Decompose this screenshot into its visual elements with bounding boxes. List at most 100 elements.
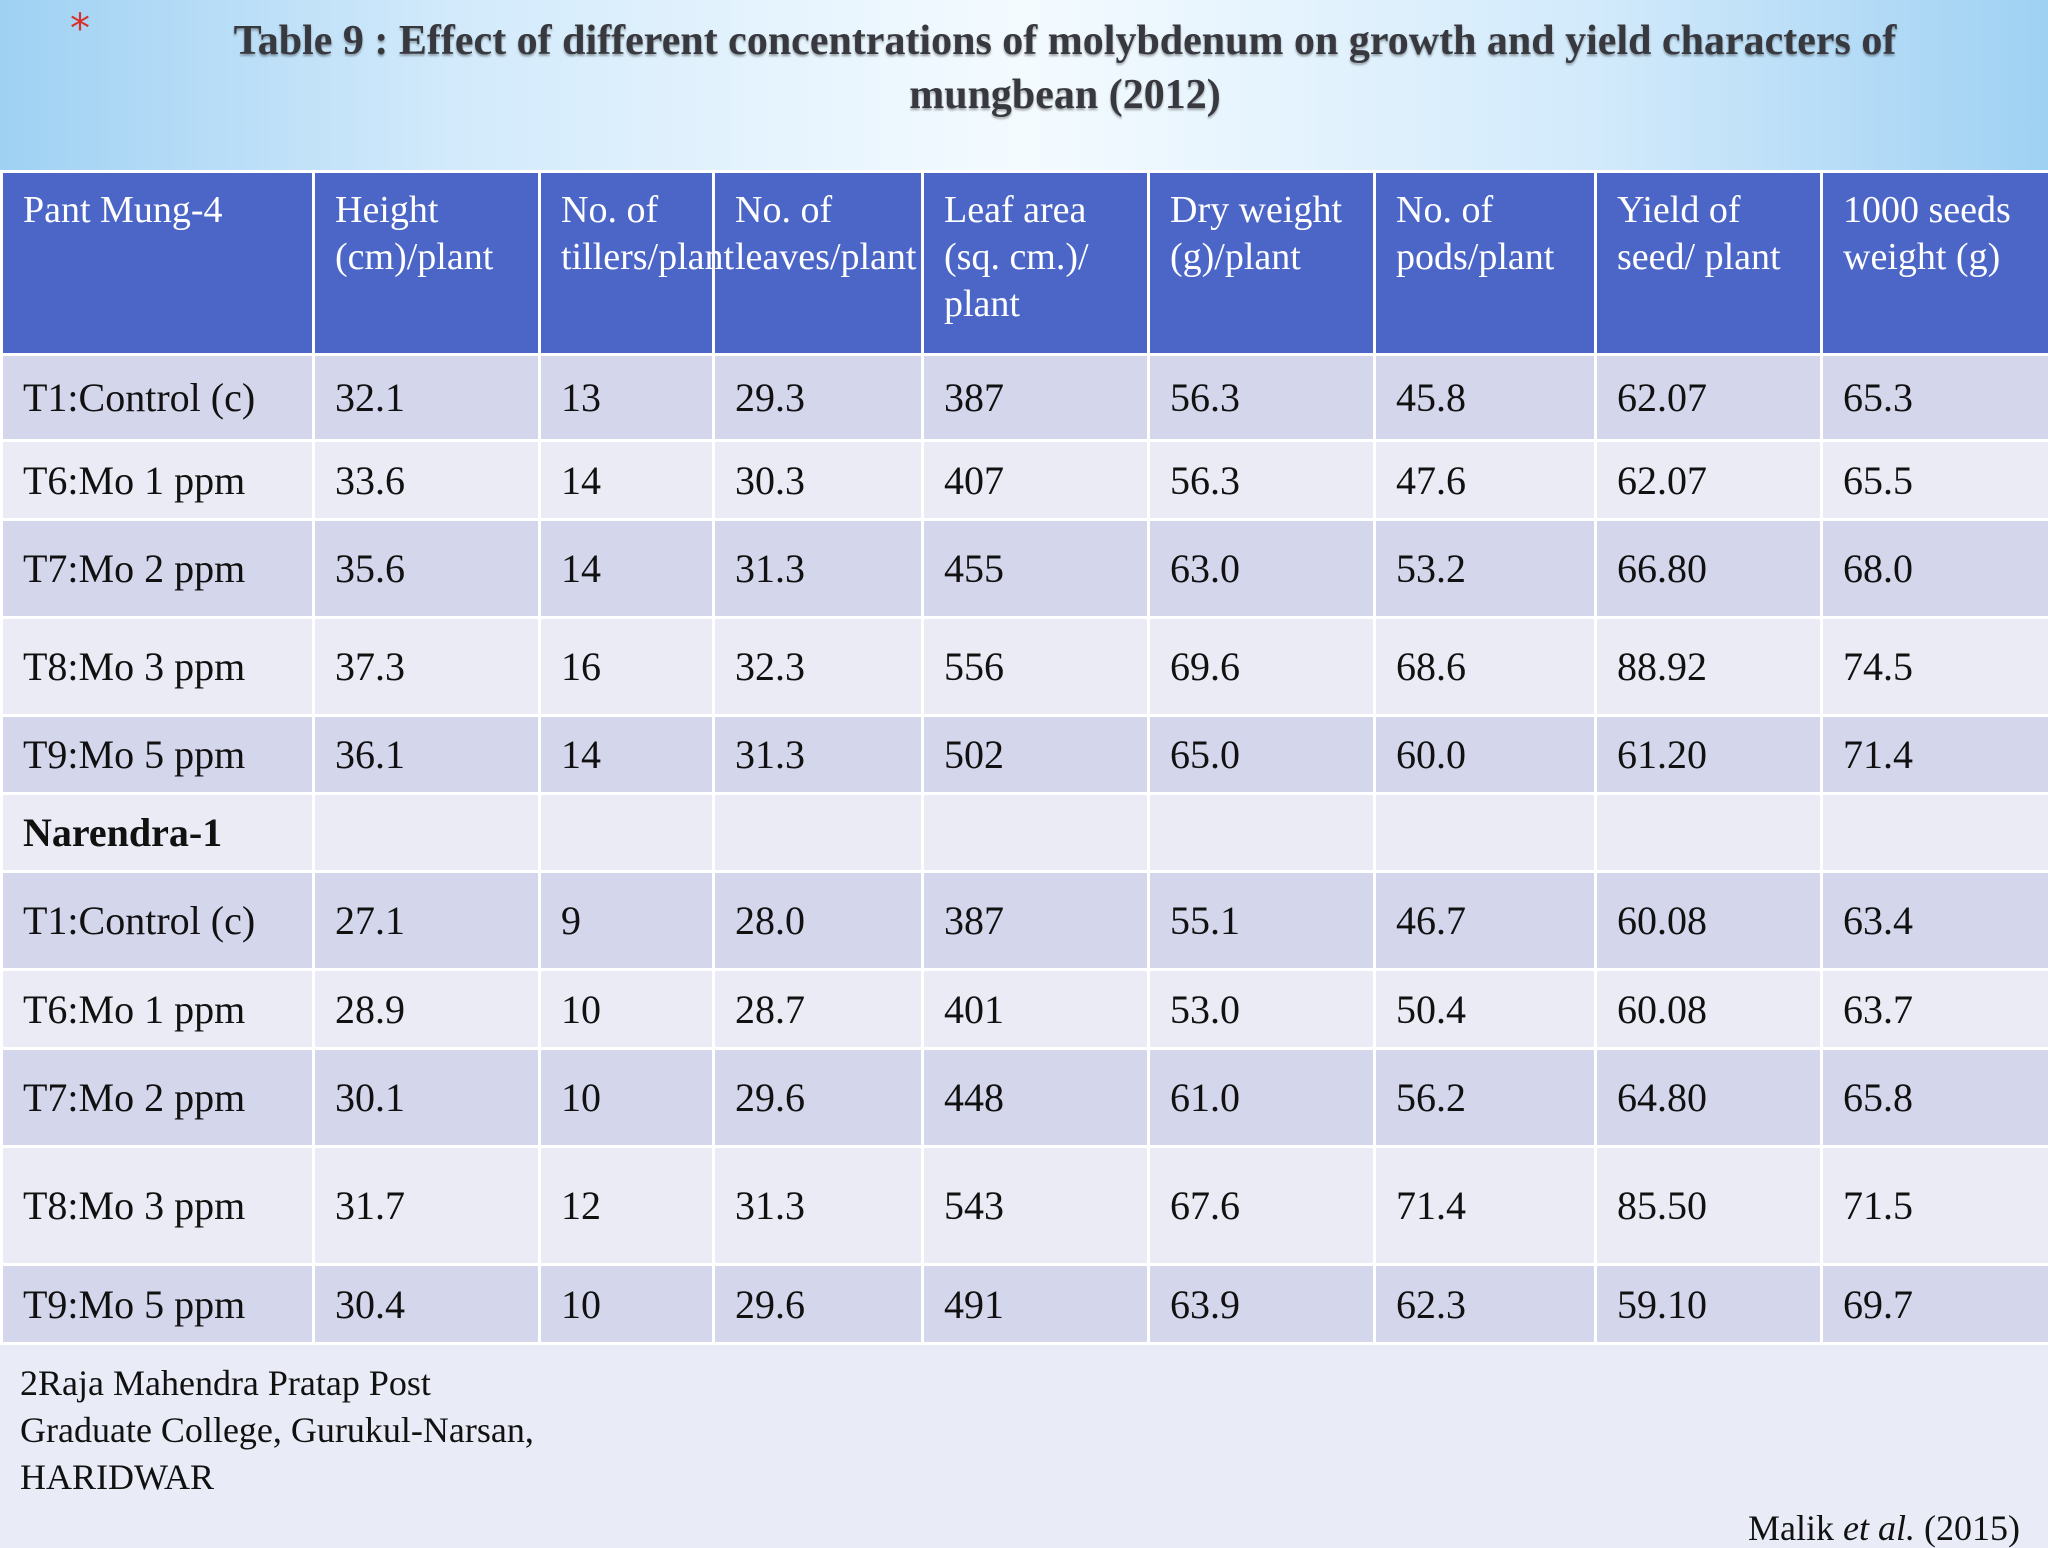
value-cell: 62.07 bbox=[1596, 355, 1822, 441]
treatment-cell: T8:Mo 3 ppm bbox=[2, 618, 314, 716]
citation-author: Malik bbox=[1748, 1508, 1843, 1548]
value-cell: 60.08 bbox=[1596, 970, 1822, 1049]
value-cell: 30.3 bbox=[714, 441, 923, 520]
value-cell bbox=[314, 794, 540, 872]
value-cell: 12 bbox=[540, 1147, 714, 1265]
value-cell: 10 bbox=[540, 1265, 714, 1344]
value-cell: 407 bbox=[923, 441, 1149, 520]
value-cell: 71.5 bbox=[1822, 1147, 2048, 1265]
header-pods: No. of pods/plant bbox=[1375, 172, 1596, 355]
title-line-2: mungbean (2012) bbox=[100, 68, 2030, 122]
citation-etal: et al. bbox=[1843, 1508, 1915, 1548]
footer-line-2: Graduate College, Gurukul-Narsan, bbox=[20, 1407, 534, 1454]
title-bullet: * bbox=[70, 6, 90, 52]
value-cell: 88.92 bbox=[1596, 618, 1822, 716]
value-cell: 71.4 bbox=[1375, 1147, 1596, 1265]
table-row: T7:Mo 2 ppm 30.1 10 29.6 448 61.0 56.2 6… bbox=[2, 1049, 2048, 1147]
value-cell: 29.6 bbox=[714, 1265, 923, 1344]
variety-label: Narendra-1 bbox=[2, 794, 314, 872]
treatment-cell: T6:Mo 1 ppm bbox=[2, 970, 314, 1049]
table-row: T9:Mo 5 ppm 36.1 14 31.3 502 65.0 60.0 6… bbox=[2, 716, 2048, 794]
value-cell: 69.6 bbox=[1149, 618, 1375, 716]
treatment-cell: T6:Mo 1 ppm bbox=[2, 441, 314, 520]
treatment-cell: T7:Mo 2 ppm bbox=[2, 520, 314, 618]
table-row: T8:Mo 3 ppm 31.7 12 31.3 543 67.6 71.4 8… bbox=[2, 1147, 2048, 1265]
value-cell: 491 bbox=[923, 1265, 1149, 1344]
value-cell: 85.50 bbox=[1596, 1147, 1822, 1265]
value-cell: 13 bbox=[540, 355, 714, 441]
table-row: T9:Mo 5 ppm 30.4 10 29.6 491 63.9 62.3 5… bbox=[2, 1265, 2048, 1344]
variety-group-row: Narendra-1 bbox=[2, 794, 2048, 872]
treatment-cell: T1:Control (c) bbox=[2, 355, 314, 441]
value-cell: 46.7 bbox=[1375, 872, 1596, 970]
value-cell: 56.3 bbox=[1149, 441, 1375, 520]
value-cell: 71.4 bbox=[1822, 716, 2048, 794]
value-cell: 61.0 bbox=[1149, 1049, 1375, 1147]
value-cell: 53.2 bbox=[1375, 520, 1596, 618]
value-cell: 14 bbox=[540, 520, 714, 618]
value-cell: 65.5 bbox=[1822, 441, 2048, 520]
value-cell: 14 bbox=[540, 441, 714, 520]
value-cell: 556 bbox=[923, 618, 1149, 716]
citation: Malik et al. (2015) bbox=[1748, 1508, 2020, 1548]
treatment-cell: T9:Mo 5 ppm bbox=[2, 1265, 314, 1344]
value-cell: 28.0 bbox=[714, 872, 923, 970]
value-cell: 28.7 bbox=[714, 970, 923, 1049]
value-cell: 63.4 bbox=[1822, 872, 2048, 970]
value-cell: 66.80 bbox=[1596, 520, 1822, 618]
header-variety: Pant Mung-4 bbox=[2, 172, 314, 355]
value-cell: 30.1 bbox=[314, 1049, 540, 1147]
value-cell: 33.6 bbox=[314, 441, 540, 520]
value-cell bbox=[540, 794, 714, 872]
table-row: T6:Mo 1 ppm 28.9 10 28.7 401 53.0 50.4 6… bbox=[2, 970, 2048, 1049]
treatment-cell: T1:Control (c) bbox=[2, 872, 314, 970]
value-cell: 27.1 bbox=[314, 872, 540, 970]
value-cell: 16 bbox=[540, 618, 714, 716]
value-cell: 59.10 bbox=[1596, 1265, 1822, 1344]
value-cell: 68.6 bbox=[1375, 618, 1596, 716]
value-cell bbox=[1596, 794, 1822, 872]
value-cell: 74.5 bbox=[1822, 618, 2048, 716]
footer-line-3: HARIDWAR bbox=[20, 1454, 534, 1501]
header-leaves: No. of leaves/plant bbox=[714, 172, 923, 355]
value-cell: 63.0 bbox=[1149, 520, 1375, 618]
value-cell: 502 bbox=[923, 716, 1149, 794]
value-cell: 10 bbox=[540, 970, 714, 1049]
value-cell: 32.1 bbox=[314, 355, 540, 441]
slide-title: Table 9 : Effect of different concentrat… bbox=[100, 14, 2030, 122]
table-header-row: Pant Mung-4 Height (cm)/plant No. of til… bbox=[2, 172, 2048, 355]
value-cell: 35.6 bbox=[314, 520, 540, 618]
value-cell: 387 bbox=[923, 872, 1149, 970]
value-cell: 55.1 bbox=[1149, 872, 1375, 970]
value-cell: 448 bbox=[923, 1049, 1149, 1147]
value-cell: 65.3 bbox=[1822, 355, 2048, 441]
value-cell: 65.0 bbox=[1149, 716, 1375, 794]
value-cell: 56.2 bbox=[1375, 1049, 1596, 1147]
table-row: T1:Control (c) 27.1 9 28.0 387 55.1 46.7… bbox=[2, 872, 2048, 970]
header-height: Height (cm)/plant bbox=[314, 172, 540, 355]
value-cell: 32.3 bbox=[714, 618, 923, 716]
results-table: Pant Mung-4 Height (cm)/plant No. of til… bbox=[0, 170, 2048, 1345]
value-cell: 63.9 bbox=[1149, 1265, 1375, 1344]
value-cell bbox=[714, 794, 923, 872]
header-seed-weight: 1000 seeds weight (g) bbox=[1822, 172, 2048, 355]
value-cell bbox=[923, 794, 1149, 872]
header-yield: Yield of seed/ plant bbox=[1596, 172, 1822, 355]
value-cell: 31.3 bbox=[714, 520, 923, 618]
table-row: T7:Mo 2 ppm 35.6 14 31.3 455 63.0 53.2 6… bbox=[2, 520, 2048, 618]
treatment-cell: T8:Mo 3 ppm bbox=[2, 1147, 314, 1265]
value-cell: 64.80 bbox=[1596, 1049, 1822, 1147]
value-cell: 31.3 bbox=[714, 1147, 923, 1265]
value-cell: 62.07 bbox=[1596, 441, 1822, 520]
value-cell: 30.4 bbox=[314, 1265, 540, 1344]
value-cell: 60.0 bbox=[1375, 716, 1596, 794]
value-cell: 53.0 bbox=[1149, 970, 1375, 1049]
table-row: T6:Mo 1 ppm 33.6 14 30.3 407 56.3 47.6 6… bbox=[2, 441, 2048, 520]
table-row: T8:Mo 3 ppm 37.3 16 32.3 556 69.6 68.6 8… bbox=[2, 618, 2048, 716]
value-cell: 47.6 bbox=[1375, 441, 1596, 520]
value-cell: 9 bbox=[540, 872, 714, 970]
value-cell: 63.7 bbox=[1822, 970, 2048, 1049]
value-cell: 69.7 bbox=[1822, 1265, 2048, 1344]
title-line-1: Table 9 : Effect of different concentrat… bbox=[100, 14, 2030, 68]
value-cell: 455 bbox=[923, 520, 1149, 618]
